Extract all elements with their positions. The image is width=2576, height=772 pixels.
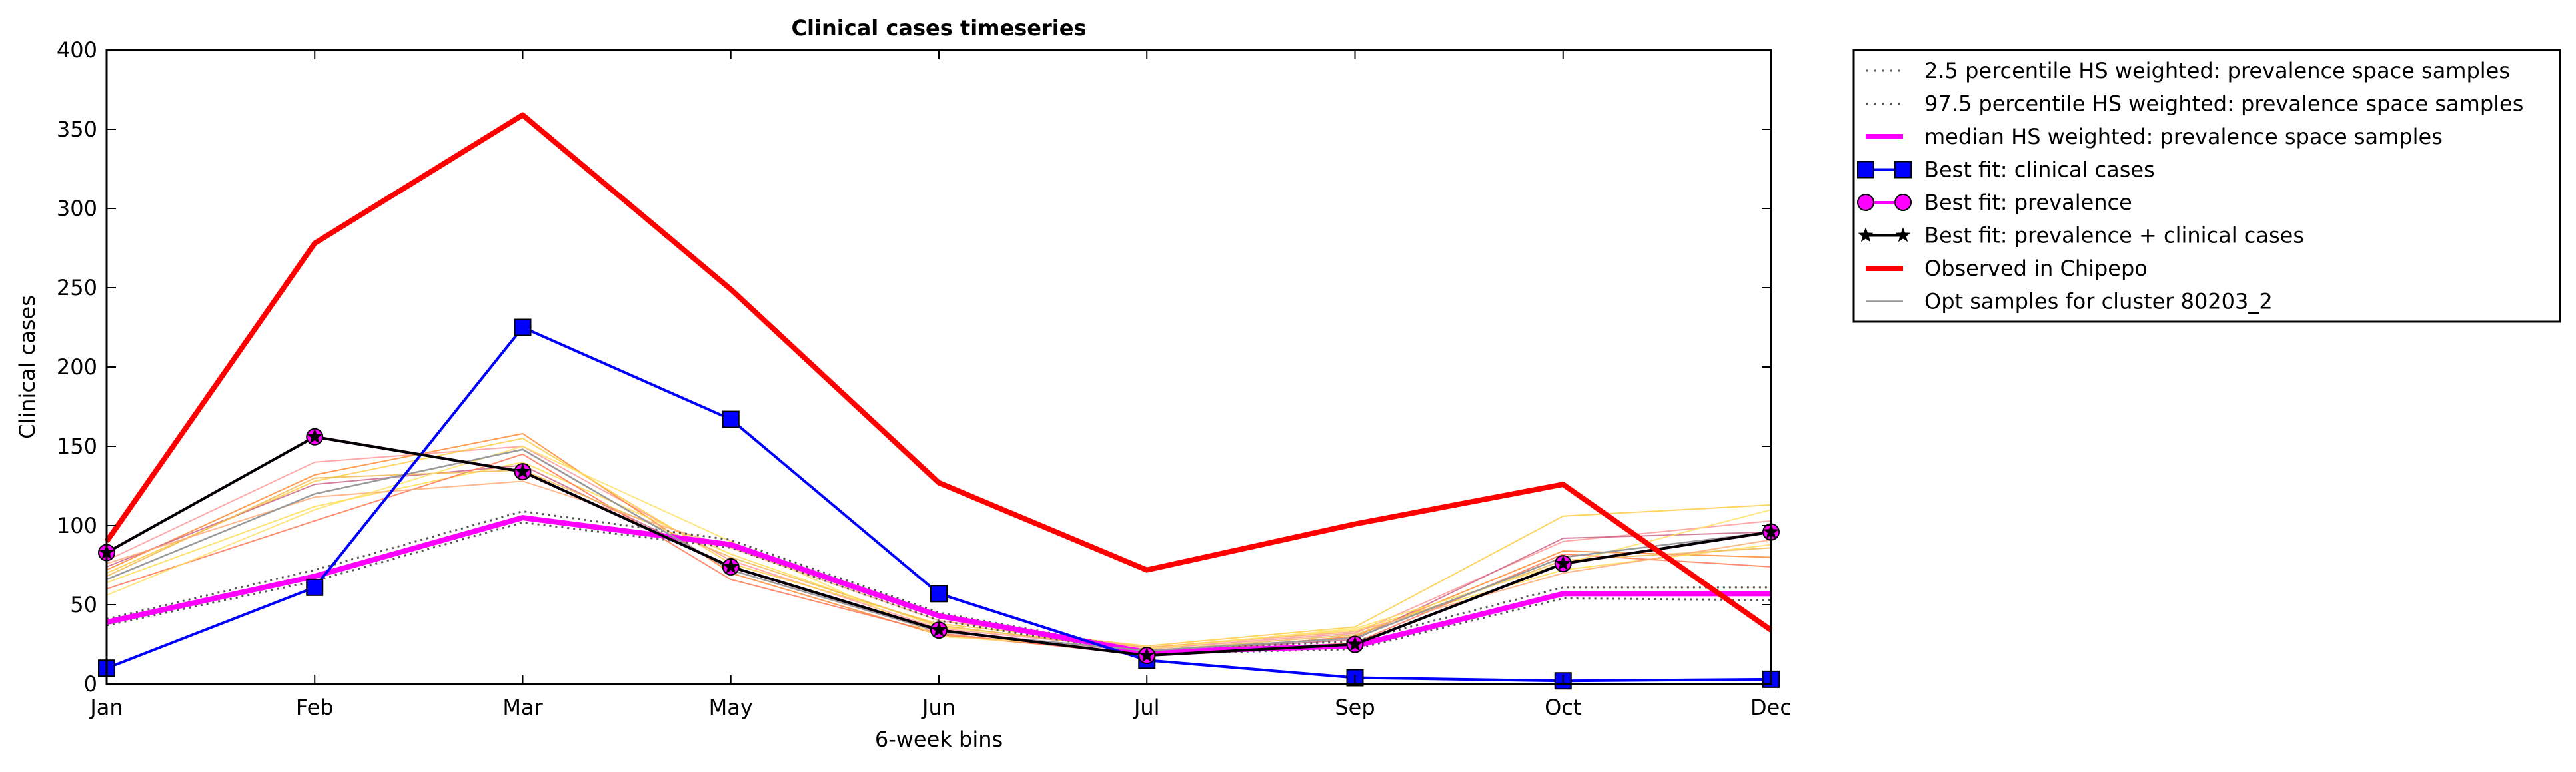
y-axis: 0 50 100 150 200 250 300 350 400 <box>57 37 1771 697</box>
plot-markers <box>98 318 1780 690</box>
x-tick-label: Dec <box>1750 695 1792 720</box>
marker-star <box>1555 555 1571 571</box>
legend-marker-square <box>1894 161 1912 179</box>
legend-items: 2.5 percentile HS weighted: prevalence s… <box>1857 58 2523 314</box>
marker-square <box>514 318 532 336</box>
x-tick-label: Mar <box>502 695 543 720</box>
legend-item-1: 2.5 percentile HS weighted: prevalence s… <box>1866 58 2510 83</box>
legend-item-4: Best fit: clinical cases <box>1857 157 2155 183</box>
x-tick-label: Jun <box>921 695 956 720</box>
x-axis-title: 6-week bins <box>875 727 1003 752</box>
legend-item-2: 97.5 percentile HS weighted: prevalence … <box>1866 91 2523 117</box>
y-tick-label: 100 <box>57 513 97 538</box>
legend-marker-square <box>1857 161 1874 179</box>
x-tick-label: Sep <box>1335 695 1375 720</box>
legend-label: Best fit: clinical cases <box>1924 157 2155 183</box>
x-tick-label: Feb <box>296 695 334 720</box>
y-tick-label: 150 <box>57 434 97 459</box>
marker-square <box>930 585 948 603</box>
marker-star <box>931 621 947 637</box>
y-tick-label: 250 <box>57 275 97 300</box>
legend-label: Best fit: prevalence <box>1924 190 2132 215</box>
y-tick-label: 400 <box>57 37 97 63</box>
legend-label: Opt samples for cluster 80203_2 <box>1924 289 2273 314</box>
marker-star <box>514 463 531 479</box>
legend-label: median HS weighted: prevalence space sam… <box>1924 124 2443 149</box>
legend-label: Best fit: prevalence + clinical cases <box>1924 223 2304 248</box>
y-axis-title: Clinical cases <box>15 295 40 439</box>
legend-label: 97.5 percentile HS weighted: prevalence … <box>1924 91 2523 117</box>
legend-label: Observed in Chipepo <box>1924 256 2148 281</box>
legend-marker-circle <box>1894 194 1912 211</box>
legend: 2.5 percentile HS weighted: prevalence s… <box>1852 49 2561 323</box>
marker-star <box>307 428 323 444</box>
x-tick-label: May <box>709 695 753 720</box>
legend-frame <box>1852 49 2561 323</box>
legend-marker-circle <box>1857 194 1874 211</box>
y-tick-label: 350 <box>57 117 97 142</box>
marker-square <box>306 578 324 596</box>
chart-title: Clinical cases timeseries <box>792 15 1087 41</box>
x-tick-label: Oct <box>1545 695 1581 720</box>
y-tick-label: 300 <box>57 196 97 221</box>
legend-item-7: Observed in Chipepo <box>1866 256 2148 281</box>
marker-star <box>722 558 739 574</box>
legend-marker-star <box>1895 227 1911 242</box>
legend-label: 2.5 percentile HS weighted: prevalence s… <box>1924 58 2510 83</box>
y-tick-label: 0 <box>84 671 97 697</box>
marker-star <box>1347 636 1363 651</box>
legend-item-5: Best fit: prevalence <box>1857 190 2132 215</box>
legend-item-3: median HS weighted: prevalence space sam… <box>1866 124 2443 149</box>
x-tick-label: Jul <box>1133 695 1160 720</box>
legend-item-8: Opt samples for cluster 80203_2 <box>1866 289 2273 314</box>
y-tick-label: 50 <box>70 592 97 617</box>
series-line-2 <box>106 515 1771 655</box>
y-tick-label: 200 <box>57 354 97 380</box>
legend-item-6: Best fit: prevalence + clinical cases <box>1858 223 2304 248</box>
legend-marker-star <box>1858 227 1874 242</box>
series-line-0 <box>106 521 1772 655</box>
series-line-6 <box>104 112 1773 633</box>
x-axis: Jan Feb Mar May Jun Jul Sep Oct Dec <box>89 50 1792 720</box>
x-tick-label: Jan <box>89 695 123 720</box>
marker-star <box>1139 647 1155 663</box>
marker-square <box>722 410 740 428</box>
